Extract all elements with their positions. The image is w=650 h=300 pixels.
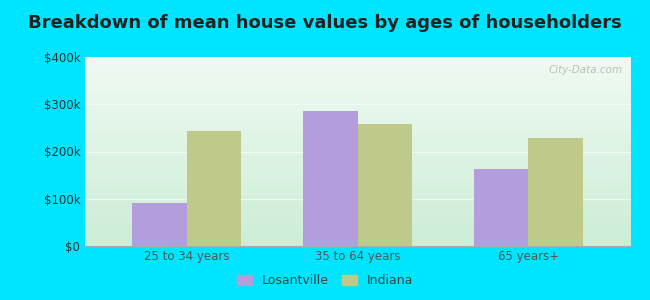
Text: City-Data.com: City-Data.com xyxy=(548,64,622,75)
Text: Breakdown of mean house values by ages of householders: Breakdown of mean house values by ages o… xyxy=(28,14,622,32)
Bar xyxy=(303,111,358,246)
Bar xyxy=(133,203,187,246)
Bar xyxy=(187,131,242,246)
Bar xyxy=(473,169,528,246)
Bar xyxy=(358,124,412,246)
Bar xyxy=(528,138,583,246)
Legend: Losantville, Indiana: Losantville, Indiana xyxy=(232,269,418,292)
